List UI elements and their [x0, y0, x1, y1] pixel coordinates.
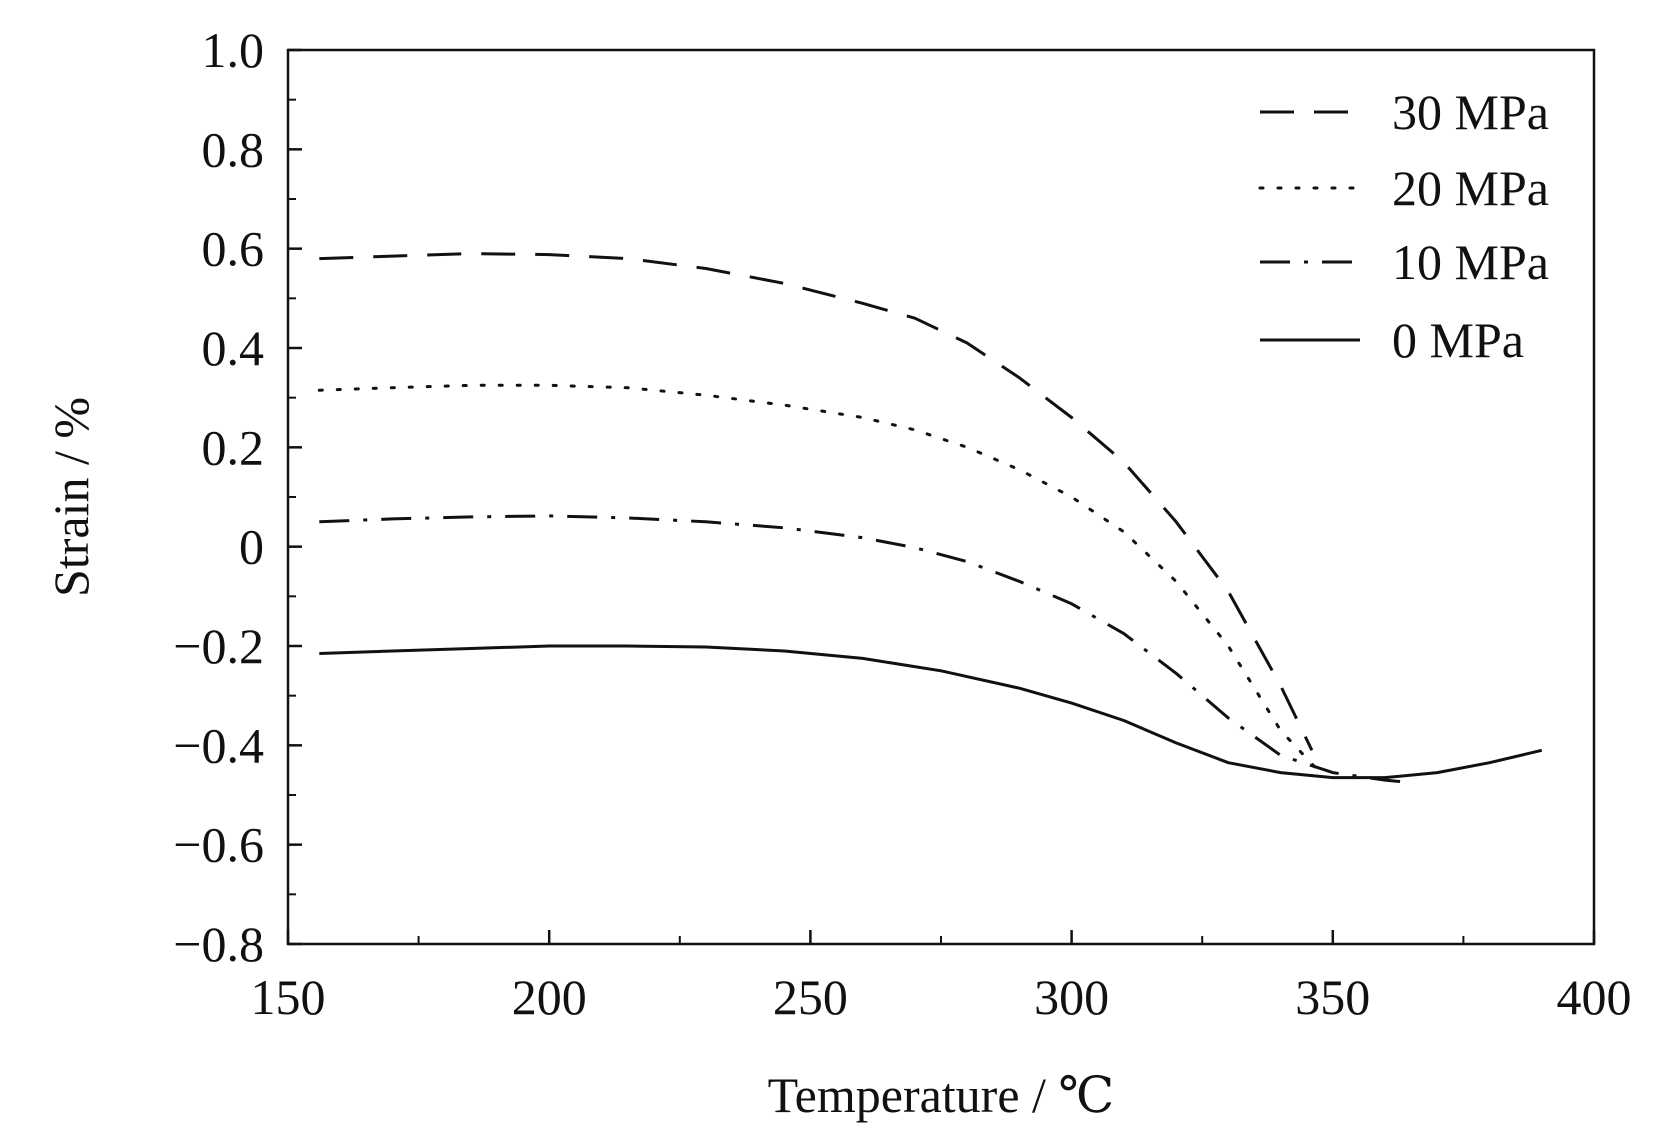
legend-label: 30 MPa — [1392, 84, 1549, 140]
series-line-30-mpa — [319, 252, 1314, 751]
x-tick-label: 250 — [773, 969, 848, 1025]
series-lines — [317, 252, 1543, 785]
x-tick-label: 350 — [1295, 969, 1370, 1025]
y-tick-label: −0.2 — [173, 618, 264, 674]
x-axis-title: Temperature / ℃ — [768, 1067, 1115, 1123]
x-axis: 150 200 250 300 350 400 — [251, 930, 1632, 1025]
y-tick-label: 1.0 — [202, 22, 265, 78]
series-line-0-mpa — [319, 644, 1543, 780]
y-tick-label: 0.8 — [202, 121, 265, 177]
y-tick-label: 0.4 — [202, 320, 265, 376]
x-tick-label: 300 — [1034, 969, 1109, 1025]
y-tick-label: 0.6 — [202, 221, 265, 277]
y-tick-label: −0.8 — [173, 916, 264, 972]
y-axis-title: Strain / % — [43, 397, 99, 597]
y-tick-label: −0.6 — [173, 817, 264, 873]
x-tick-label: 200 — [512, 969, 587, 1025]
y-tick-label: 0 — [239, 519, 264, 575]
legend-label: 0 MPa — [1392, 312, 1524, 368]
legend-label: 20 MPa — [1392, 160, 1549, 216]
y-axis: −0.8 −0.6 −0.4 −0.2 0 0.2 0.4 0.6 0.8 1.0 — [173, 22, 302, 972]
x-tick-label: 400 — [1557, 969, 1632, 1025]
legend: 30 MPa 20 MPa 10 MPa 0 MPa — [1258, 84, 1549, 368]
y-tick-label: 0.2 — [202, 419, 265, 475]
series-line-20-mpa — [317, 383, 1324, 777]
x-tick-label: 150 — [251, 969, 326, 1025]
legend-label: 10 MPa — [1392, 234, 1549, 290]
y-tick-label: −0.4 — [173, 717, 264, 773]
